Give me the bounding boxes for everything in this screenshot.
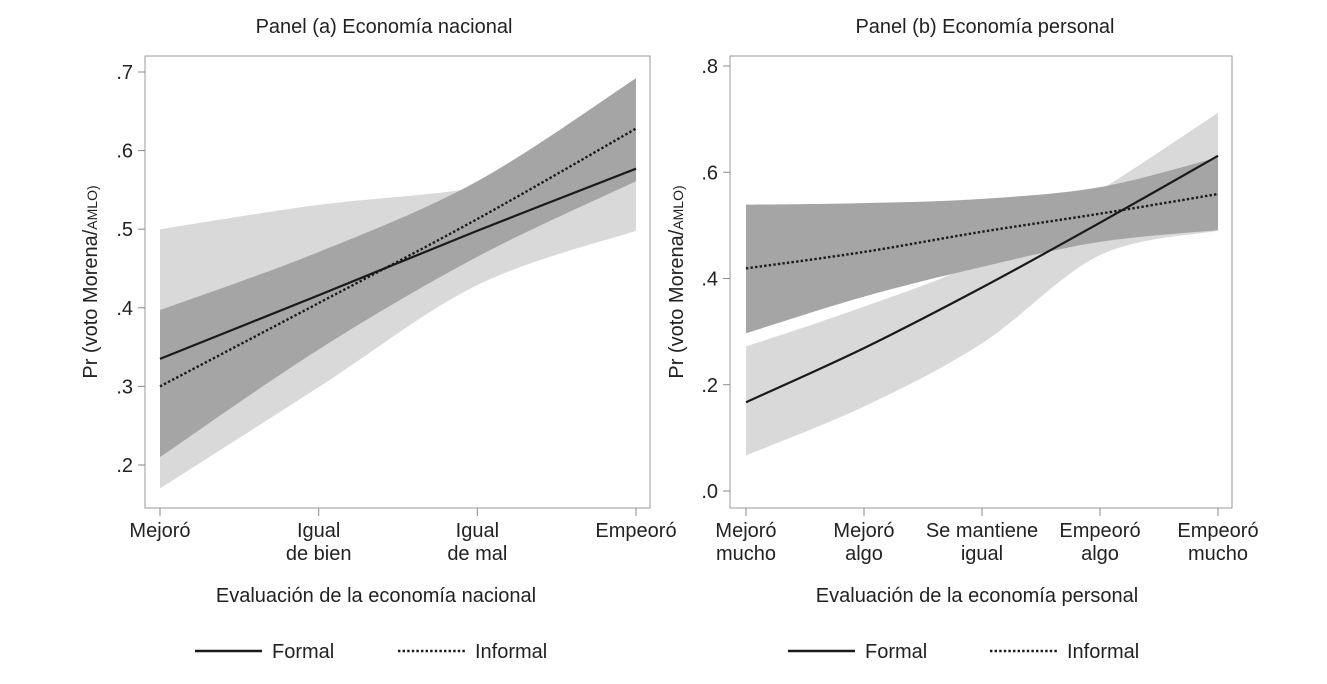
x-tick-label: Se mantiene bbox=[926, 520, 1038, 542]
y-tick-label: .0 bbox=[701, 481, 718, 503]
legend-label-informal: Informal bbox=[1067, 641, 1139, 663]
y-tick-label: .8 bbox=[701, 56, 718, 78]
y-tick-label: .6 bbox=[701, 162, 718, 184]
y-tick-label: .7 bbox=[116, 62, 133, 84]
x-tick-label: Empeoró bbox=[1059, 520, 1140, 542]
series-line-formal bbox=[159, 167, 637, 360]
y-axis-title-small: AMLO) bbox=[84, 185, 100, 229]
ci-band-informal bbox=[746, 157, 1218, 334]
y-axis-title-small: AMLO) bbox=[670, 185, 686, 229]
series-line-informal bbox=[745, 192, 1219, 270]
x-tick-label: Empeoró bbox=[595, 520, 676, 542]
y-tick-label: .5 bbox=[116, 219, 133, 241]
x-tick-label: algo bbox=[845, 543, 883, 565]
y-tick-label: .4 bbox=[116, 298, 133, 320]
chart-title: Panel (b) Economía personal bbox=[855, 16, 1114, 38]
legend-label-formal: Formal bbox=[865, 641, 927, 663]
x-tick-label: mucho bbox=[716, 543, 776, 565]
chart-title: Panel (a) Economía nacional bbox=[256, 16, 513, 38]
x-tick-label: Igual bbox=[297, 520, 340, 542]
x-tick-label: Igual bbox=[456, 520, 499, 542]
x-tick-label: Empeoró bbox=[1177, 520, 1258, 542]
legend: Formal Informal bbox=[788, 641, 1139, 663]
ci-band-informal bbox=[160, 78, 636, 458]
x-tick-label: Mejoró bbox=[715, 520, 776, 542]
x-tick-label: igual bbox=[961, 543, 1003, 565]
series-line-formal bbox=[745, 154, 1219, 404]
y-axis-title: Pr (voto Morena/AMLO) bbox=[666, 185, 688, 378]
x-tick-label: Mejoró bbox=[129, 520, 190, 542]
y-tick-label: .2 bbox=[116, 455, 133, 477]
y-tick-label: .4 bbox=[701, 269, 718, 291]
legend: Formal Informal bbox=[195, 641, 547, 663]
x-tick-label: Mejoró bbox=[833, 520, 894, 542]
y-tick-label: .2 bbox=[701, 375, 718, 397]
y-axis-title: Pr (voto Morena/AMLO) bbox=[80, 185, 102, 378]
x-axis-title: Evaluación de la economía personal bbox=[816, 585, 1138, 607]
x-axis-title: Evaluación de la economía nacional bbox=[216, 585, 536, 607]
x-tick-label: algo bbox=[1081, 543, 1119, 565]
series-line-informal bbox=[159, 127, 637, 388]
x-tick-label: mucho bbox=[1188, 543, 1248, 565]
legend-label-formal: Formal bbox=[272, 641, 334, 663]
x-tick-label: de bien bbox=[286, 543, 352, 565]
y-axis-title-main: Pr (voto Morena/ bbox=[80, 229, 102, 378]
panel-a: Panel (a) Economía nacional .2 .3 .4 .5 .6 .7 M… bbox=[80, 16, 677, 663]
legend-label-informal: Informal bbox=[475, 641, 547, 663]
y-axis-title-main: Pr (voto Morena/ bbox=[666, 229, 688, 378]
y-tick-label: .3 bbox=[116, 376, 133, 398]
y-tick-label: .6 bbox=[116, 141, 133, 163]
panel-b: Panel (b) Economía personal .0 .2 .4 .6 .8 Mej… bbox=[666, 16, 1259, 663]
x-tick-label: de mal bbox=[447, 543, 507, 565]
